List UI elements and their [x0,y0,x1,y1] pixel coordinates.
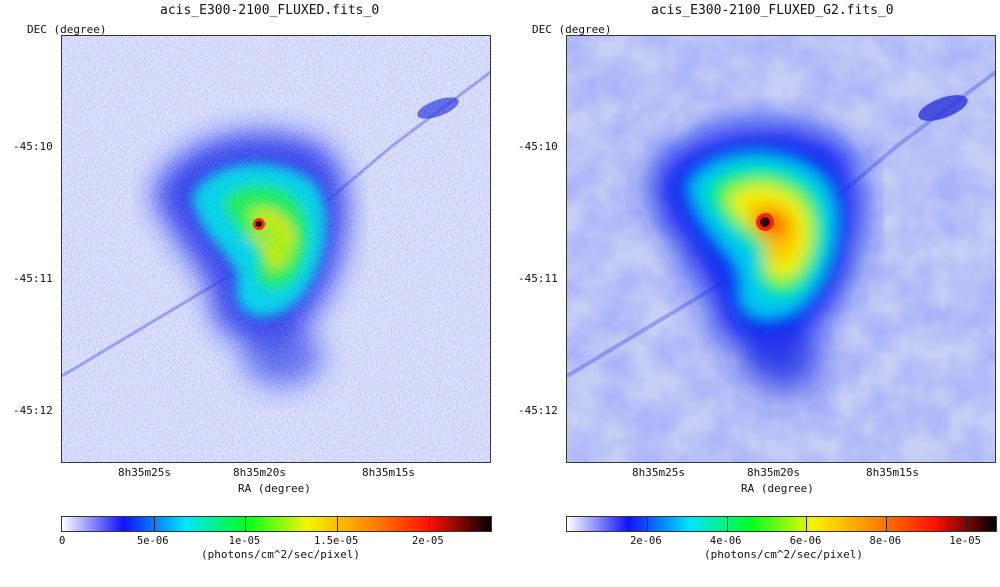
ra-tick-raw: 8h35m25s [118,466,171,479]
dec-tick-smoothed: -45:12 [518,404,558,417]
pulsar-core-raw [256,221,262,227]
colorbar-tick-mark [337,517,339,531]
colorbar-tick-label: 1e-05 [949,535,981,547]
colorbar-tick-mark [153,517,155,531]
panel-title-smoothed: acis_E300-2100_FLUXED_G2.fits_0 [651,3,894,18]
image-plot-raw[interactable] [61,35,491,463]
colorbar-tick-mark [245,517,247,531]
colorbar-tick-label: 0 [59,535,66,547]
flux-image-smoothed [567,36,995,462]
ra-tick-raw: 8h35m15s [362,466,415,479]
ra-axis-label-raw: RA (degree) [238,482,311,495]
colorbar-tick-label: 4e-06 [709,535,742,547]
dec-tick-smoothed: -45:10 [518,140,558,153]
colorbar-tick-mark [646,517,648,531]
colorbar-tick-mark [886,517,888,531]
flux-image-raw [62,36,490,462]
colorbar-smoothed [566,516,997,532]
colorbar-unit-smoothed: (photons/cm^2/sec/pixel) [704,548,863,561]
dec-tick-smoothed: -45:11 [518,272,558,285]
dec-tick-raw: -45:11 [13,272,53,285]
pulsar-core-smoothed [760,217,770,227]
colorbar-tick-label: 2e-06 [630,535,662,547]
ra-tick-smoothed: 8h35m25s [632,466,685,479]
colorbar-tick-label: 6e-06 [789,535,822,547]
colorbar-tick-label: 2e-05 [412,535,444,547]
image-plot-smoothed[interactable] [566,35,996,463]
colorbar-tick-label: 5e-06 [136,535,169,547]
dec-tick-raw: -45:10 [13,140,53,153]
colorbar-tick-mark [428,517,430,531]
colorbar-tick-mark [806,517,808,531]
colorbar-tick-mark [726,517,728,531]
grain-overlay-raw [62,36,490,462]
jet-knot-smoothed [918,95,968,121]
ra-tick-raw: 8h35m20s [233,466,286,479]
colorbar-tick-label: 1.5e-05 [314,535,359,547]
dec-axis-label-raw: DEC (degree) [27,23,107,36]
panel-title-raw: acis_E300-2100_FLUXED.fits_0 [160,3,380,18]
dec-tick-raw: -45:12 [13,404,53,417]
colorbar-tick-label: 8e-06 [869,535,902,547]
dec-axis-label-smoothed: DEC (degree) [532,23,612,36]
ra-tick-smoothed: 8h35m20s [747,466,800,479]
colorbar-raw [61,516,492,532]
ra-axis-label-smoothed: RA (degree) [741,482,814,495]
colorbar-tick-mark [966,517,968,531]
ra-tick-smoothed: 8h35m15s [866,466,919,479]
colorbar-unit-raw: (photons/cm^2/sec/pixel) [201,548,360,561]
colorbar-tick-label: 1e-05 [228,535,261,547]
